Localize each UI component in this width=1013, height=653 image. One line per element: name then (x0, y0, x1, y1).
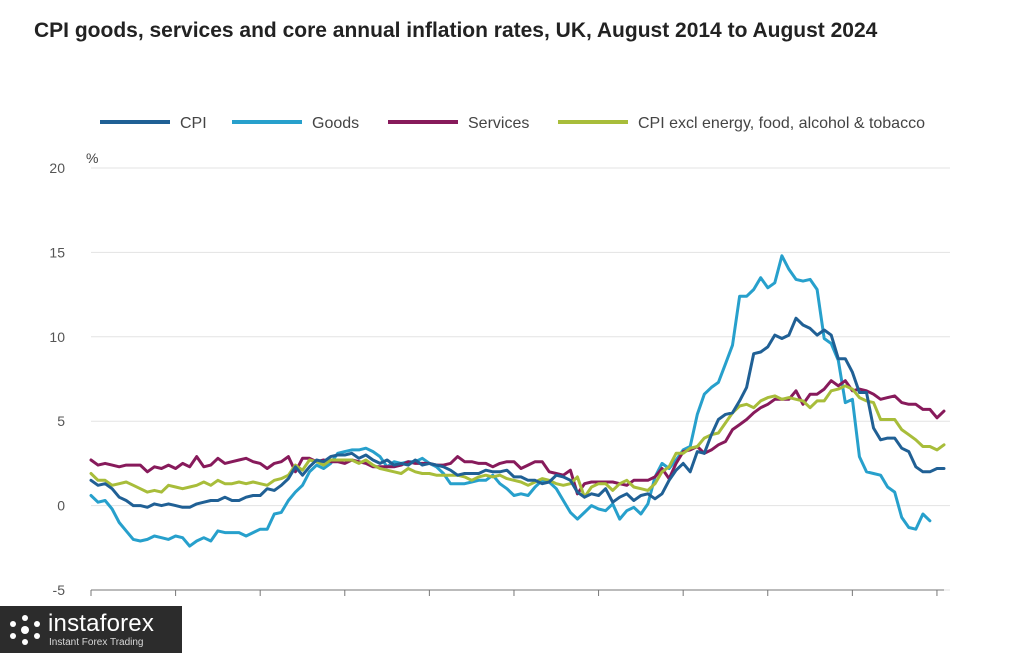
gridlines (91, 167, 950, 591)
legend: CPI Goods Services CPI excl energy, food, a… (100, 115, 925, 132)
legend-item: Goods (232, 115, 359, 132)
x-tick-label: Aug 2022 (738, 604, 798, 606)
series-line-goods (89, 254, 932, 548)
series-lines (89, 254, 946, 548)
watermark-brand: instaforex (48, 610, 155, 637)
y-tick-label: -5 (53, 582, 66, 598)
watermark-tagline: Instant Forex Trading (49, 637, 144, 648)
x-tick-label: Aug 2014 (61, 604, 121, 606)
x-tick-label: Aug 2019 (484, 604, 544, 606)
x-tick-label: Aug 2023 (822, 604, 882, 606)
y-tick-label: 5 (57, 413, 65, 429)
x-axis: Aug 2014 Aug 2015 Aug 2016 Aug 2017 Aug 2018… (61, 589, 967, 606)
x-tick-label: Aug 2016 (230, 604, 290, 606)
watermark: instaforex Instant Forex Trading (0, 606, 182, 653)
legend-label: Services (468, 115, 529, 132)
legend-label: Goods (312, 115, 359, 132)
y-axis-labels: -5 0 5 10 15 20 (49, 160, 65, 598)
legend-item: CPI (100, 115, 207, 132)
legend-item: CPI excl energy, food, alcohol & tobacco (558, 115, 925, 132)
chart-title: CPI goods, services and core annual infl… (34, 19, 878, 42)
legend-label: CPI excl energy, food, alcohol & tobacco (638, 115, 925, 132)
x-tick-label: Aug 2024 (907, 604, 967, 606)
x-tick-label: Aug 2017 (315, 604, 375, 606)
y-tick-label: 15 (49, 244, 65, 260)
y-tick-label: 20 (49, 160, 65, 176)
series-line-cpi (89, 316, 946, 509)
series-line-cpi-excl-energy-food-alcohol-tobacco (89, 384, 946, 499)
y-tick-label: 10 (49, 329, 65, 345)
legend-label: CPI (180, 115, 207, 132)
line-chart: CPI Goods Services CPI excl energy, food, a… (49, 115, 967, 606)
x-tick-label: Aug 2020 (569, 604, 629, 606)
y-axis-unit: % (86, 150, 98, 166)
x-tick-label: Aug 2021 (653, 604, 713, 606)
legend-item: Services (388, 115, 529, 132)
x-tick-label: Aug 2015 (146, 604, 206, 606)
y-tick-label: 0 (57, 498, 65, 514)
instaforex-logo-icon (10, 615, 40, 645)
x-tick-label: Aug 2018 (399, 604, 459, 606)
